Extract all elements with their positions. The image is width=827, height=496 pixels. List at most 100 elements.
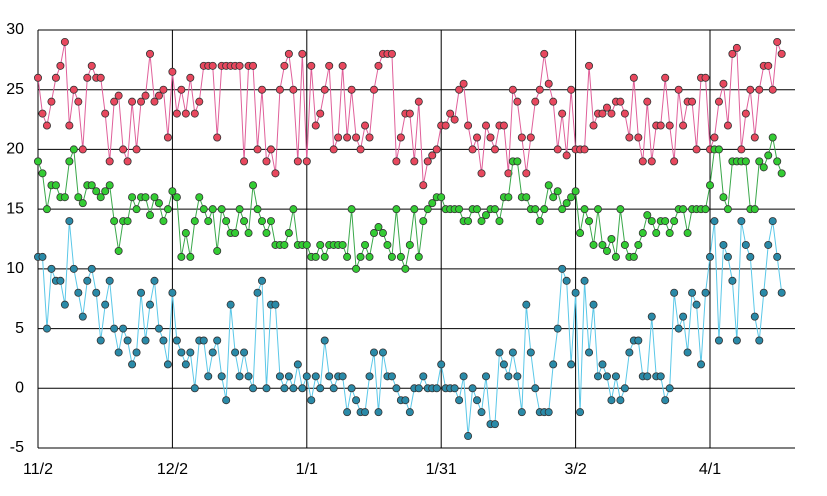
data-point xyxy=(249,61,258,70)
data-point xyxy=(396,133,405,142)
data-point xyxy=(150,193,159,202)
data-point xyxy=(42,121,51,130)
data-point xyxy=(428,151,437,160)
data-point xyxy=(437,360,446,369)
data-point xyxy=(293,157,302,166)
data-point xyxy=(428,199,437,208)
data-point xyxy=(759,288,768,297)
data-point xyxy=(145,300,154,309)
data-point xyxy=(132,145,141,154)
data-point xyxy=(280,240,289,249)
data-point xyxy=(338,372,347,381)
data-point xyxy=(746,85,755,94)
data-point xyxy=(343,408,352,417)
data-point xyxy=(419,217,428,226)
data-point xyxy=(723,205,732,214)
data-point xyxy=(741,157,750,166)
data-point xyxy=(392,205,401,214)
data-point xyxy=(356,252,365,261)
data-point xyxy=(275,372,284,381)
data-point xyxy=(145,211,154,220)
data-point xyxy=(634,240,643,249)
data-point xyxy=(128,97,137,106)
data-point xyxy=(87,181,96,190)
data-point xyxy=(688,288,697,297)
data-point xyxy=(679,205,688,214)
data-point xyxy=(150,97,159,106)
data-point xyxy=(226,300,235,309)
y-tick-label: -5 xyxy=(10,439,24,456)
data-point xyxy=(773,157,782,166)
data-point xyxy=(567,85,576,94)
data-point xyxy=(231,229,240,238)
data-point xyxy=(423,157,432,166)
data-point xyxy=(585,217,594,226)
data-point xyxy=(580,205,589,214)
data-point xyxy=(679,312,688,321)
data-point xyxy=(508,85,517,94)
data-point xyxy=(764,61,773,70)
data-point xyxy=(634,336,643,345)
data-point xyxy=(719,79,728,88)
data-point xyxy=(137,288,146,297)
data-point xyxy=(262,157,271,166)
data-point xyxy=(186,252,195,261)
data-point xyxy=(284,372,293,381)
data-point xyxy=(773,37,782,46)
data-point xyxy=(396,252,405,261)
y-tick-label: 5 xyxy=(15,320,24,337)
data-point xyxy=(611,372,620,381)
data-point xyxy=(42,205,51,214)
data-point xyxy=(665,229,674,238)
data-point xyxy=(701,73,710,82)
data-point xyxy=(562,151,571,160)
data-point xyxy=(531,205,540,214)
data-point xyxy=(728,276,737,285)
x-tick-label: 12/2 xyxy=(157,461,188,478)
data-point xyxy=(159,336,168,345)
y-tick-label: 10 xyxy=(6,260,24,277)
data-point xyxy=(477,169,486,178)
data-point xyxy=(325,372,334,381)
data-point xyxy=(262,384,271,393)
data-point xyxy=(513,372,522,381)
data-point xyxy=(459,372,468,381)
data-point xyxy=(249,384,258,393)
data-point xyxy=(204,372,213,381)
data-point xyxy=(235,372,244,381)
data-point xyxy=(302,372,311,381)
data-point xyxy=(414,384,423,393)
data-point xyxy=(284,49,293,58)
data-point xyxy=(280,61,289,70)
data-point xyxy=(38,252,47,261)
data-point xyxy=(123,157,132,166)
data-point xyxy=(450,115,459,124)
data-point xyxy=(240,217,249,226)
data-point xyxy=(289,205,298,214)
data-point xyxy=(298,49,307,58)
data-point xyxy=(137,97,146,106)
data-point xyxy=(222,217,231,226)
data-point xyxy=(414,97,423,106)
data-point xyxy=(329,384,338,393)
data-point xyxy=(347,205,356,214)
data-point xyxy=(526,348,535,357)
x-tick-label: 1/31 xyxy=(426,461,457,478)
data-point xyxy=(777,49,786,58)
y-tick-label: 15 xyxy=(6,200,24,217)
data-point xyxy=(213,133,222,142)
data-point xyxy=(701,205,710,214)
data-point xyxy=(598,360,607,369)
data-point xyxy=(638,157,647,166)
data-point xyxy=(365,252,374,261)
data-point xyxy=(773,252,782,261)
data-point xyxy=(504,169,513,178)
x-tick-label: 4/1 xyxy=(699,461,721,478)
data-point xyxy=(540,205,549,214)
data-point xyxy=(750,133,759,142)
data-point xyxy=(423,205,432,214)
x-tick-label: 3/2 xyxy=(564,461,586,478)
data-point xyxy=(710,217,719,226)
data-point xyxy=(746,252,755,261)
data-point xyxy=(455,205,464,214)
